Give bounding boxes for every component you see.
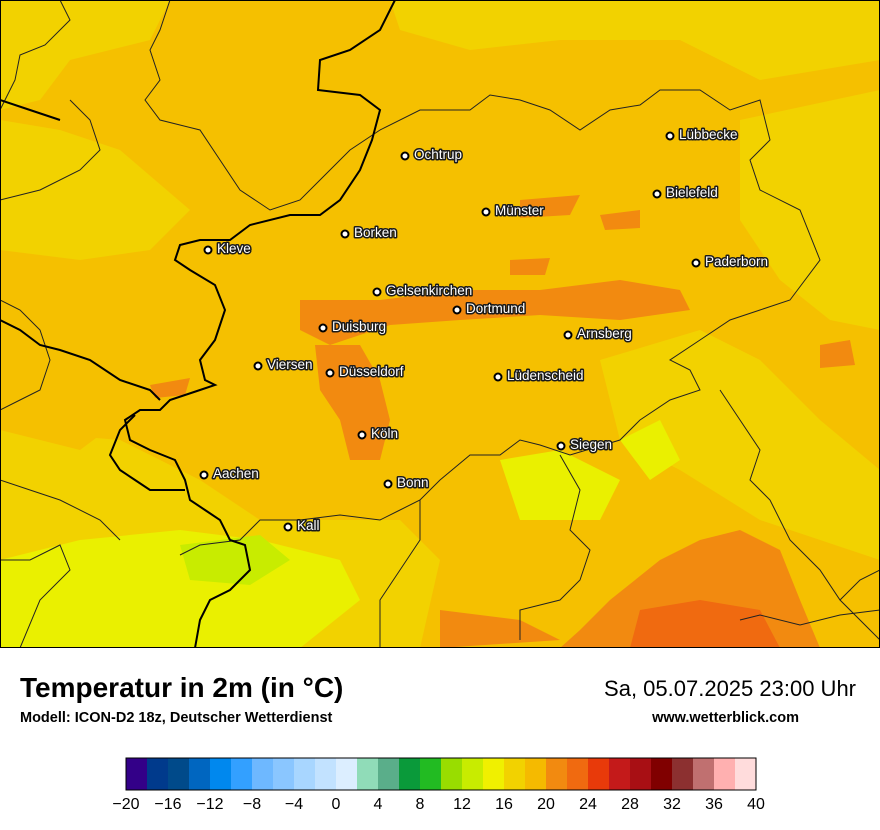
city-marker: Aachen [199, 465, 260, 483]
city-marker: Viersen [253, 356, 314, 374]
legend-color-cell [189, 758, 211, 790]
legend-tick-label: 4 [374, 796, 383, 813]
legend-color-cell [378, 758, 400, 790]
svg-text:Düsseldorf: Düsseldorf [339, 364, 404, 379]
legend-color-cell [210, 758, 232, 790]
legend-color-cell [588, 758, 610, 790]
legend-tick-label: −8 [243, 796, 261, 813]
legend-color-cell [567, 758, 589, 790]
svg-text:Bonn: Bonn [397, 475, 429, 490]
city-marker: Dortmund [452, 300, 527, 318]
legend-tick-label: 32 [663, 796, 681, 813]
legend-color-cell [357, 758, 379, 790]
page-title: Temperatur in 2m (in °C) [20, 672, 344, 703]
svg-text:Münster: Münster [495, 203, 544, 218]
svg-text:Viersen: Viersen [267, 357, 313, 372]
map-footer: Temperatur in 2m (in °C) Modell: ICON-D2… [0, 648, 880, 830]
legend-color-cell [735, 758, 757, 790]
city-marker: Duisburg [318, 318, 388, 336]
model-subtitle: Modell: ICON-D2 18z, Deutscher Wetterdie… [20, 710, 333, 726]
legend-color-cell [609, 758, 631, 790]
svg-text:Siegen: Siegen [570, 437, 612, 452]
svg-text:Borken: Borken [354, 225, 397, 240]
svg-text:Arnsberg: Arnsberg [577, 326, 632, 341]
city-marker: Köln [357, 425, 400, 443]
svg-text:Paderborn: Paderborn [705, 254, 768, 269]
legend-tick-label: 28 [621, 796, 639, 813]
svg-text:Dortmund: Dortmund [466, 301, 525, 316]
forecast-datetime: Sa, 05.07.2025 23:00 Uhr [604, 676, 856, 701]
legend-color-cell [651, 758, 673, 790]
legend-color-cell [231, 758, 253, 790]
legend-color-cell [336, 758, 358, 790]
svg-text:Aachen: Aachen [213, 466, 259, 481]
city-marker: Borken [340, 224, 398, 242]
legend-color-cell [504, 758, 526, 790]
svg-text:Lübbecke: Lübbecke [679, 127, 738, 142]
svg-text:Kleve: Kleve [217, 241, 251, 256]
legend-tick-label: −20 [112, 796, 139, 813]
city-marker: Kall [283, 517, 321, 535]
svg-text:Ochtrup: Ochtrup [414, 147, 462, 162]
legend-color-cell [672, 758, 694, 790]
legend-tick-label: 20 [537, 796, 555, 813]
legend-color-cell [315, 758, 337, 790]
color-legend: −20 −16 −12 −8 −4 0 4 8 12 16 20 24 28 32 36 40 [112, 757, 765, 813]
svg-text:Kall: Kall [297, 518, 320, 533]
legend-tick-label: 8 [416, 796, 425, 813]
legend-tick-label: 12 [453, 796, 471, 813]
legend-color-cell [273, 758, 295, 790]
city-marker: Münster [481, 202, 546, 220]
legend-tick-label: −4 [285, 796, 303, 813]
legend-color-cell [420, 758, 442, 790]
legend-color-cell [441, 758, 463, 790]
national-border [0, 0, 396, 648]
legend-tick-label: 36 [705, 796, 723, 813]
city-marker: Arnsberg [563, 325, 633, 343]
city-marker: Lüdenscheid [493, 367, 585, 385]
city-marker: Paderborn [691, 253, 770, 271]
city-marker: Düsseldorf [325, 363, 405, 381]
legend-color-cell [399, 758, 421, 790]
legend-tick-label: 0 [332, 796, 341, 813]
svg-text:Bielefeld: Bielefeld [666, 185, 718, 200]
legend-color-cell [294, 758, 316, 790]
city-marker: Gelsenkirchen [372, 282, 474, 300]
region-borders [0, 0, 880, 648]
city-marker: Kleve [203, 240, 252, 258]
legend-color-cell [483, 758, 505, 790]
legend-tick-label: −12 [196, 796, 223, 813]
city-marker: Siegen [556, 436, 614, 454]
svg-text:Lüdenscheid: Lüdenscheid [507, 368, 584, 383]
temperature-map: Lübbecke Ochtrup Bielefeld Münster Borke… [0, 0, 880, 648]
legend-frame [125, 757, 757, 791]
legend-tick-label: 40 [747, 796, 765, 813]
legend-tick-label: 24 [579, 796, 597, 813]
city-marker: Lübbecke [665, 126, 739, 144]
legend-color-cells [126, 758, 757, 790]
legend-tick-label: 16 [495, 796, 513, 813]
legend-color-cell [126, 758, 148, 790]
city-marker: Bonn [383, 474, 430, 492]
temperature-field [0, 0, 880, 648]
city-markers: Lübbecke Ochtrup Bielefeld Münster Borke… [199, 126, 770, 535]
legend-color-cell [462, 758, 484, 790]
city-marker: Bielefeld [652, 184, 719, 202]
legend-color-cell [546, 758, 568, 790]
legend-color-cell [168, 758, 190, 790]
legend-color-cell [252, 758, 274, 790]
legend-tick-labels: −20 −16 −12 −8 −4 0 4 8 12 16 20 24 28 32 36 40 [112, 796, 765, 813]
legend-color-cell [525, 758, 547, 790]
legend-tick-label: −16 [154, 796, 181, 813]
legend-color-cell [147, 758, 169, 790]
svg-text:Duisburg: Duisburg [332, 319, 386, 334]
map-canvas: Lübbecke Ochtrup Bielefeld Münster Borke… [0, 0, 880, 648]
legend-color-cell [714, 758, 736, 790]
city-marker: Ochtrup [400, 146, 464, 164]
legend-color-cell [693, 758, 715, 790]
website-link[interactable]: www.wetterblick.com [652, 710, 799, 726]
svg-text:Gelsenkirchen: Gelsenkirchen [386, 283, 472, 298]
legend-color-cell [630, 758, 652, 790]
svg-text:Köln: Köln [371, 426, 398, 441]
